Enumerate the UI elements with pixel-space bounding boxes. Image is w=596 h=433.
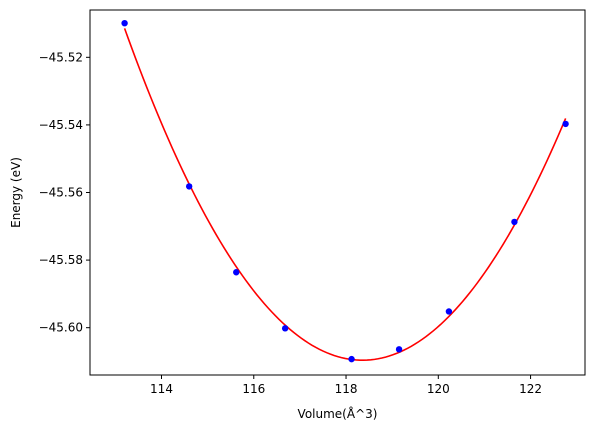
x-tick-label: 118 (335, 382, 358, 396)
data-point (185, 183, 193, 190)
y-tick-label: −45.52 (39, 50, 83, 64)
y-axis-title: Energy (eV) (9, 157, 23, 228)
data-point (511, 218, 518, 226)
x-axis-ticks: 114 116 118 120 122 (150, 375, 542, 396)
x-axis-title: Volume(Å^3) (298, 406, 378, 421)
data-point (395, 346, 403, 353)
y-axis-ticks: −45.52 −45.54 −45.56 −45.58 −45.60 (39, 50, 90, 335)
data-point (562, 120, 569, 128)
x-tick-label: 120 (427, 382, 450, 396)
data-point (348, 355, 355, 363)
data-point (445, 308, 453, 315)
y-tick-label: −45.54 (39, 118, 83, 132)
x-tick-label: 116 (242, 382, 265, 396)
fit-curve-line (123, 28, 567, 361)
data-points (121, 19, 569, 363)
y-tick-label: −45.58 (39, 253, 83, 267)
data-point (281, 325, 289, 332)
y-tick-label: −45.56 (39, 186, 83, 200)
data-point (233, 269, 240, 276)
y-tick-label: −45.60 (39, 321, 83, 335)
plot-frame (89, 9, 586, 376)
plot-area (90, 10, 585, 375)
x-tick-label: 114 (150, 382, 173, 396)
x-tick-label: 122 (519, 382, 542, 396)
data-point (121, 19, 128, 27)
